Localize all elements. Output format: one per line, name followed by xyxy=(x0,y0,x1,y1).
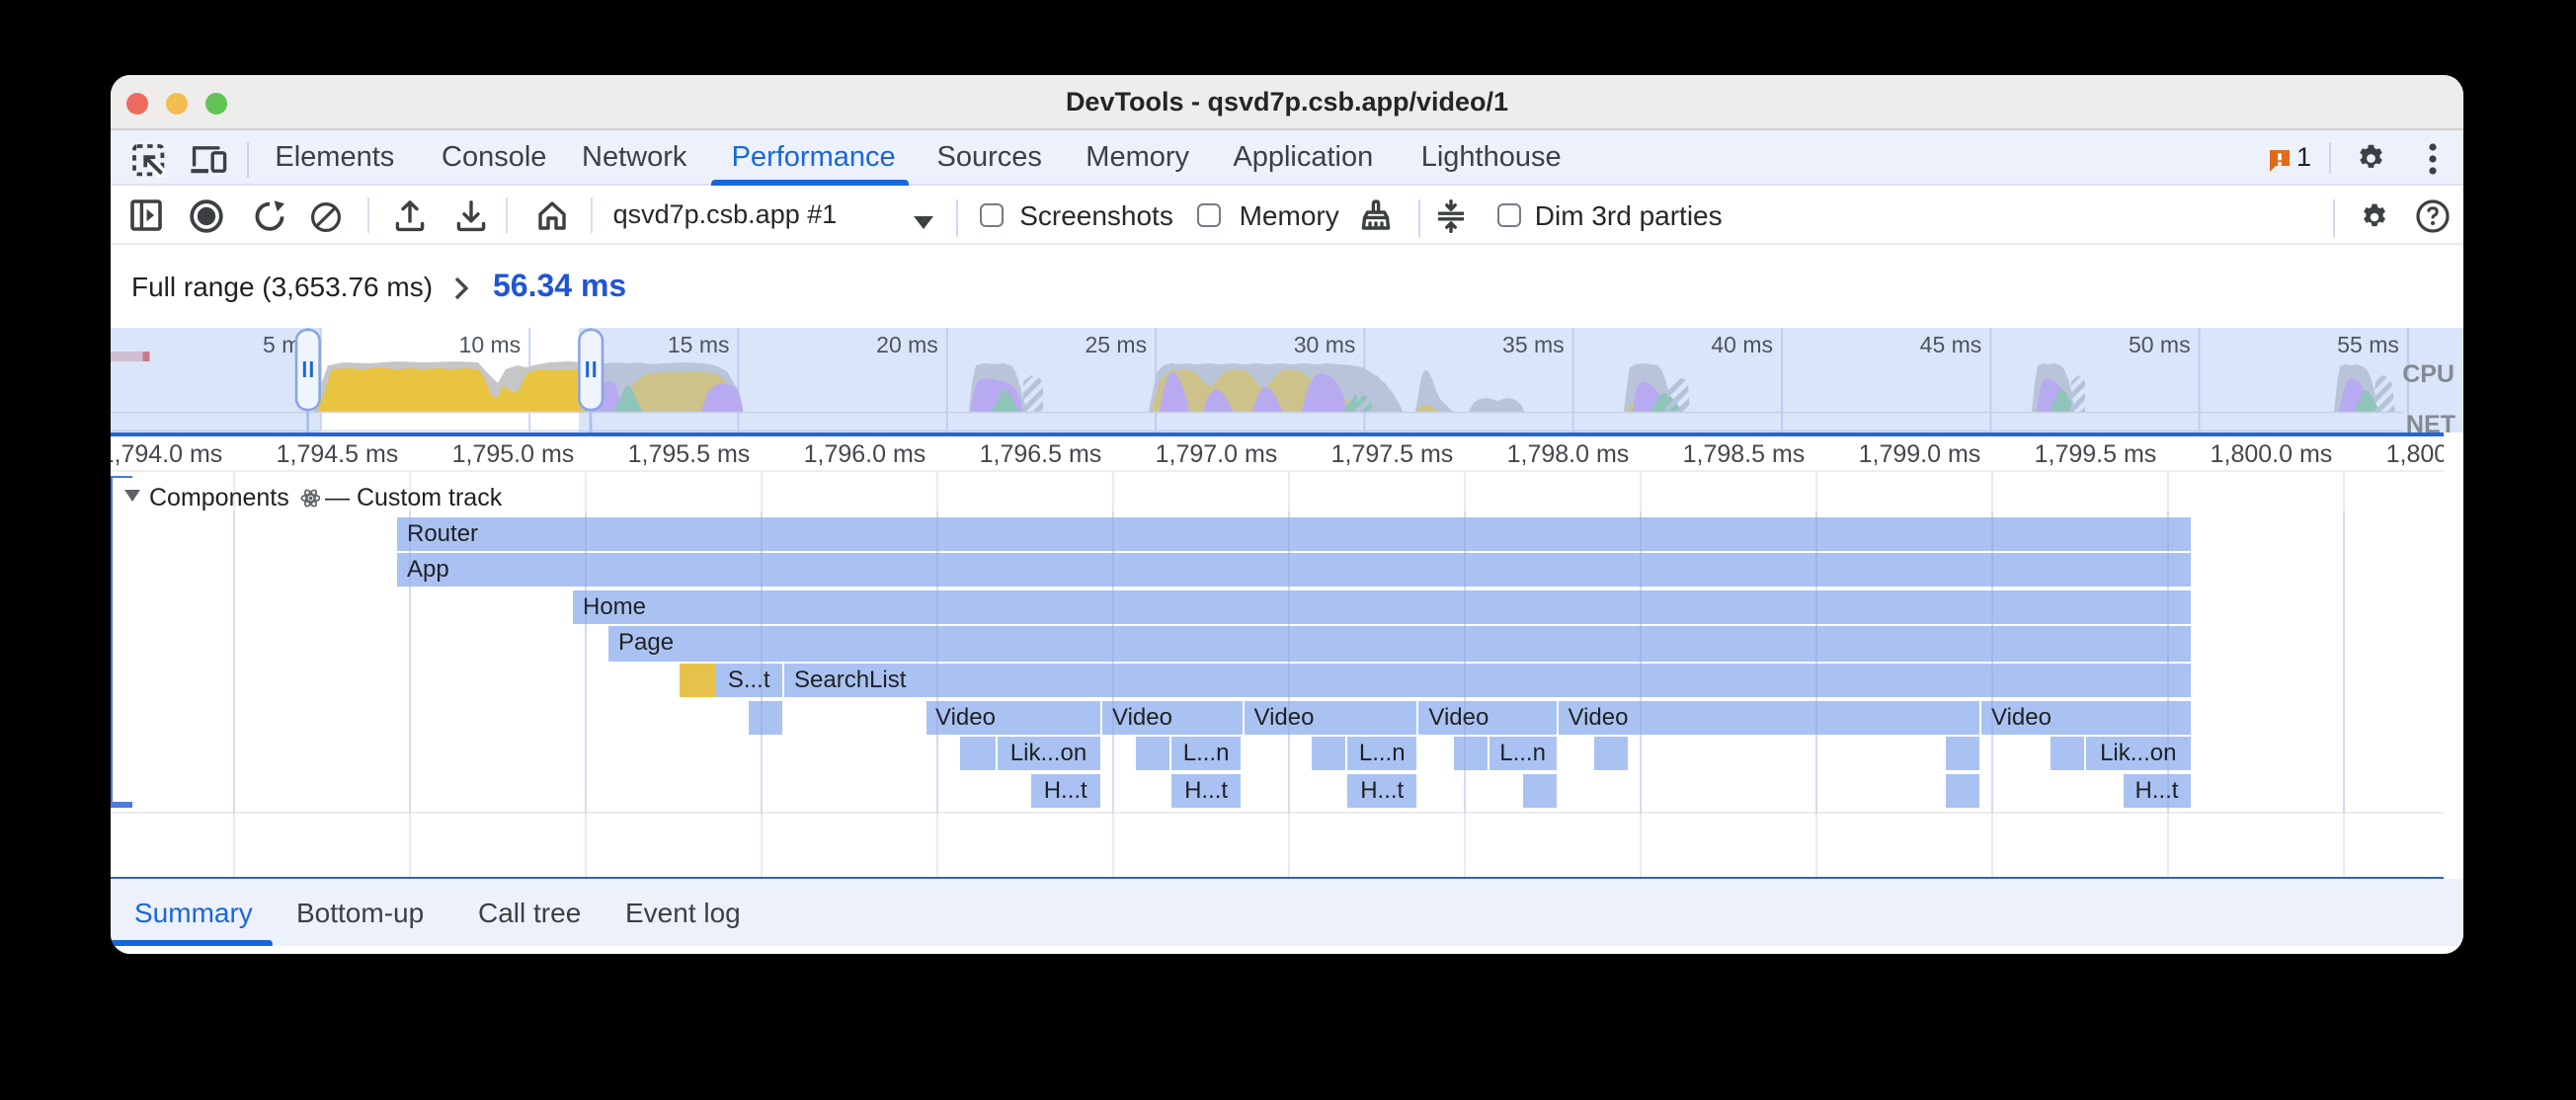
svg-text:35 ms: 35 ms xyxy=(1502,332,1565,357)
svg-text:20 ms: 20 ms xyxy=(876,332,938,357)
svg-text:45 ms: 45 ms xyxy=(1920,332,1982,357)
svg-text:15 ms: 15 ms xyxy=(668,332,730,357)
svg-text:30 ms: 30 ms xyxy=(1294,332,1356,357)
svg-text:10 ms: 10 ms xyxy=(459,332,522,357)
svg-text:55 ms: 55 ms xyxy=(2337,332,2399,357)
svg-text:40 ms: 40 ms xyxy=(1711,332,1773,357)
svg-text:NET: NET xyxy=(2406,411,2455,432)
svg-text:50 ms: 50 ms xyxy=(2129,332,2191,357)
svg-text:25 ms: 25 ms xyxy=(1085,332,1147,357)
svg-text:CPU: CPU xyxy=(2402,360,2455,388)
